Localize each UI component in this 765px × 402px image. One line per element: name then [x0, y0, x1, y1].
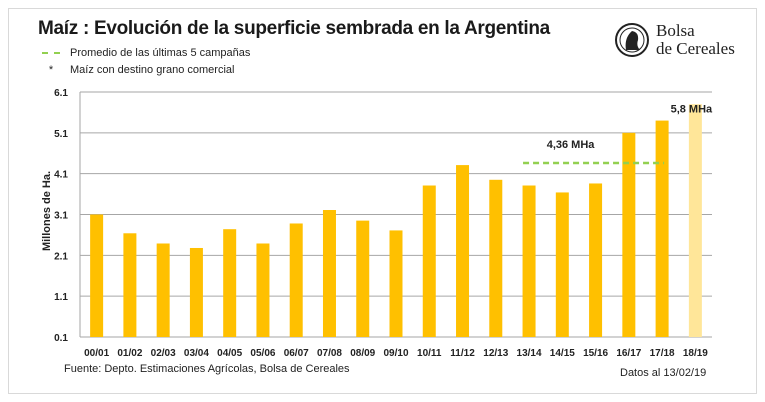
- x-tick-label: 09/10: [383, 348, 408, 359]
- chart-title: Maíz : Evolución de la superficie sembra…: [38, 18, 550, 39]
- bar-05/06: [256, 243, 270, 337]
- x-tick-label: 17/18: [650, 348, 675, 359]
- bar-12/13: [489, 179, 503, 337]
- x-tick-label: 16/17: [616, 348, 641, 359]
- x-tick-label: 11/12: [450, 348, 475, 359]
- bar-06/07: [289, 223, 303, 337]
- bar-17/18: [655, 120, 669, 337]
- x-tick-label: 02/03: [151, 348, 176, 359]
- dashed-line-swatch: [42, 52, 60, 54]
- x-tick-label: 12/13: [483, 348, 508, 359]
- bar-10/11: [422, 185, 436, 337]
- bar-annotation: 5,8 MHa: [671, 103, 713, 115]
- x-tick-label: 01/02: [117, 348, 142, 359]
- x-tick-label: 18/19: [683, 348, 708, 359]
- x-tick-label: 08/09: [350, 348, 375, 359]
- logo-emblem-icon: [615, 23, 649, 57]
- y-tick-label: 4.1: [54, 170, 68, 181]
- x-tick-label: 13/14: [517, 348, 542, 359]
- y-tick-label: 6.1: [54, 88, 68, 99]
- bar-09/10: [389, 230, 403, 337]
- bar-14/15: [555, 192, 569, 337]
- x-tick-label: 00/01: [84, 348, 109, 359]
- x-tick-label: 10/11: [417, 348, 442, 359]
- x-tick-label: 04/05: [217, 348, 242, 359]
- bar-11/12: [456, 165, 470, 337]
- logo-line1: Bolsa: [656, 21, 695, 40]
- bolsa-de-cereales-logo: Bolsa de Cereales: [614, 20, 735, 60]
- bar-04/05: [223, 229, 237, 337]
- bar-16/17: [622, 132, 636, 337]
- y-tick-label: 3.1: [54, 211, 68, 222]
- x-tick-label: 14/15: [550, 348, 575, 359]
- y-tick-label: 5.1: [54, 129, 68, 140]
- bar-08/09: [356, 220, 370, 337]
- chart-frame: [8, 8, 757, 394]
- legend-label: Maíz con destino grano comercial: [70, 64, 235, 76]
- bar-00/01: [90, 214, 104, 337]
- source-note: Fuente: Depto. Estimaciones Agrícolas, B…: [64, 363, 350, 375]
- y-tick-label: 0.1: [54, 333, 68, 344]
- bar-15/16: [589, 183, 603, 337]
- x-tick-label: 03/04: [184, 348, 209, 359]
- logo-line2: de Cereales: [656, 39, 735, 58]
- x-tick-label: 07/08: [317, 348, 342, 359]
- bar-01/02: [123, 233, 137, 337]
- y-tick-label: 2.1: [54, 251, 68, 262]
- y-tick-label: 1.1: [54, 292, 68, 303]
- x-tick-label: 06/07: [284, 348, 309, 359]
- bar-02/03: [156, 243, 170, 337]
- legend-item-average: Promedio de las últimas 5 campañas: [42, 47, 250, 59]
- x-tick-label: 15/16: [583, 348, 608, 359]
- bar-07/08: [322, 210, 336, 337]
- bar-13/14: [522, 185, 536, 337]
- legend-item-note: * Maíz con destino grano comercial: [42, 64, 235, 76]
- data-date: Datos al 13/02/19: [620, 367, 707, 379]
- x-tick-label: 05/06: [250, 348, 275, 359]
- bar-18/19: [688, 104, 702, 337]
- asterisk-symbol: *: [48, 64, 54, 76]
- average-label: 4,36 MHa: [547, 139, 596, 151]
- legend-label: Promedio de las últimas 5 campañas: [70, 47, 251, 59]
- bar-03/04: [189, 247, 203, 337]
